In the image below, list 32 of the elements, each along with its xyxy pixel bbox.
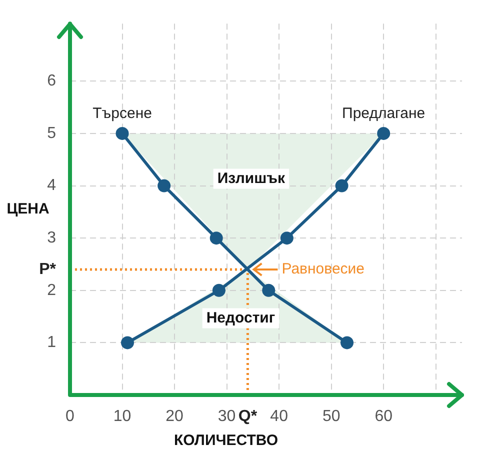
point bbox=[377, 126, 390, 140]
x-tick-label: Q* bbox=[238, 408, 258, 426]
x-axis-title: КОЛИЧЕСТВО bbox=[174, 432, 278, 450]
y-tick-label: 5 bbox=[47, 124, 56, 142]
annotation: Недостиг bbox=[206, 309, 276, 326]
point bbox=[158, 179, 171, 192]
point bbox=[340, 336, 354, 350]
y-tick-label: 3 bbox=[47, 229, 56, 246]
point bbox=[262, 284, 276, 297]
point bbox=[280, 232, 294, 245]
y-tick-label: 6 bbox=[47, 72, 56, 90]
y-axis-title: ЦЕНА bbox=[6, 200, 50, 218]
x-tick-label: 0 bbox=[66, 408, 75, 426]
x-tick-label: 10 bbox=[113, 408, 132, 426]
x-tick-label: 20 bbox=[166, 408, 184, 426]
x-tick-label: 60 bbox=[374, 408, 393, 426]
annotation: Равновесие bbox=[282, 260, 365, 278]
point bbox=[210, 232, 223, 245]
point bbox=[335, 179, 348, 192]
y-tick-label: 2 bbox=[47, 282, 56, 299]
x-tick-label: 50 bbox=[322, 408, 340, 426]
annotation: Излишък bbox=[217, 170, 286, 187]
y-tick-label: 1 bbox=[47, 334, 56, 352]
y-tick-label: 4 bbox=[47, 177, 56, 194]
series-label: Търсене bbox=[92, 105, 152, 122]
point bbox=[212, 284, 226, 297]
x-tick-label: 30 bbox=[218, 408, 236, 426]
point bbox=[120, 336, 134, 350]
series-label: Предлагане bbox=[342, 105, 426, 122]
point bbox=[116, 126, 129, 140]
x-tick-label: 40 bbox=[270, 408, 288, 426]
y-tick-label: P* bbox=[39, 260, 57, 278]
